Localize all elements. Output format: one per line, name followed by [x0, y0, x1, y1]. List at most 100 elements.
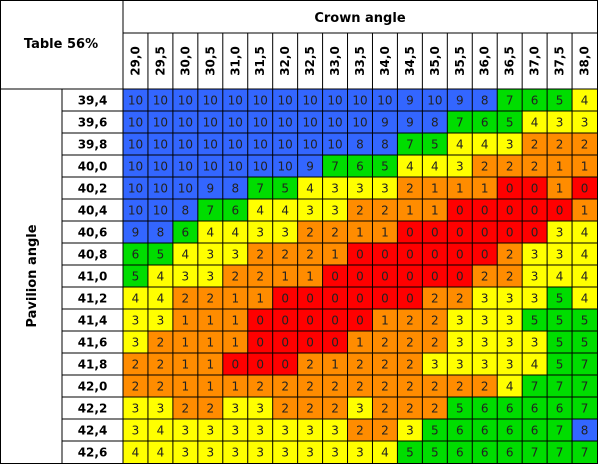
- cell-value: 4: [431, 160, 439, 174]
- heatmap-cell: [297, 243, 323, 265]
- y-tick-labels: 39,4 39,6 39,8 40,0 40,2 40,4 40,6 40,8 41,0 41,2…: [78, 94, 108, 460]
- y-tick-label: 40,0: [78, 160, 108, 174]
- heatmap-cell: [397, 375, 423, 397]
- cell-value: 3: [456, 160, 464, 174]
- heatmap-cell: [447, 243, 473, 265]
- cell-value: 7: [206, 204, 214, 218]
- cell-value: 5: [556, 314, 564, 328]
- heatmap-cell: [172, 177, 198, 199]
- y-tick-label: 40,6: [78, 226, 108, 240]
- cell-value: 10: [228, 160, 243, 174]
- cell-value: 1: [581, 160, 589, 174]
- heatmap-cell: [297, 221, 323, 243]
- heatmap-cell: [372, 309, 398, 331]
- heatmap-cell: [147, 441, 173, 463]
- heatmap-cell: [472, 375, 498, 397]
- cell-value: 0: [381, 248, 389, 262]
- cell-value: 10: [153, 94, 168, 108]
- heatmap-cell: [572, 265, 597, 287]
- heatmap-cell: [123, 265, 148, 287]
- heatmap-cell: [422, 441, 448, 463]
- cell-value: 0: [331, 314, 339, 328]
- heatmap-cell: [247, 111, 273, 133]
- cell-value: 6: [481, 116, 489, 130]
- cell-value: 0: [281, 314, 289, 328]
- heatmap-cell: [347, 331, 373, 353]
- cell-value: 9: [406, 116, 414, 130]
- cell-value: 2: [581, 138, 589, 152]
- heatmap-cell: [422, 89, 448, 111]
- cell-value: 7: [256, 182, 264, 196]
- heatmap-cell: [272, 133, 298, 155]
- heatmap-cell: [197, 89, 223, 111]
- heatmap-cell: [447, 419, 473, 441]
- cell-value: 6: [481, 446, 489, 460]
- heatmap-cell: [472, 243, 498, 265]
- cell-value: 1: [556, 182, 564, 196]
- cell-value: 2: [306, 248, 314, 262]
- cell-value: 10: [203, 138, 218, 152]
- heatmap-cell: [322, 397, 348, 419]
- heatmap-cell: [572, 177, 597, 199]
- heatmap-cell: [447, 89, 473, 111]
- heatmap-cell: [222, 397, 248, 419]
- x-tick-label: 34,0: [378, 46, 392, 76]
- heatmap-cell: [222, 89, 248, 111]
- x-tick-label: 36,0: [478, 46, 492, 76]
- heatmap-cell: [447, 441, 473, 463]
- cell-value: 2: [281, 380, 289, 394]
- y-tick-label: 41,4: [78, 314, 108, 328]
- heatmap-cell: [347, 419, 373, 441]
- heatmap-cell: [347, 397, 373, 419]
- cell-value: 0: [431, 270, 439, 284]
- cell-value: 3: [556, 116, 564, 130]
- y-tick-label: 39,4: [78, 94, 108, 108]
- cell-value: 1: [182, 358, 190, 372]
- cell-value: 0: [331, 336, 339, 350]
- heatmap-cell: [572, 199, 597, 221]
- cell-value: 0: [356, 314, 364, 328]
- heatmap-cell: [522, 243, 548, 265]
- heatmap-cell: [247, 243, 273, 265]
- x-tick-labels: 29,0 29,5 30,0 30,5 31,0 31,5 32,0 32,5 33,0 33,5…: [128, 46, 591, 76]
- cell-value: 3: [306, 424, 314, 438]
- cell-value: 6: [132, 248, 140, 262]
- heatmap-cell: [347, 111, 373, 133]
- cell-value: 2: [406, 336, 414, 350]
- cell-value: 1: [406, 204, 414, 218]
- cell-value: 5: [381, 160, 389, 174]
- cell-value: 8: [431, 116, 439, 130]
- heatmap-cell: [347, 353, 373, 375]
- cell-value: 5: [431, 424, 439, 438]
- heatmap-cell: [547, 397, 573, 419]
- cell-value: 0: [481, 204, 489, 218]
- cell-value: 3: [281, 424, 289, 438]
- heatmap-cell: [172, 265, 198, 287]
- heatmap-cell: [522, 89, 548, 111]
- cell-value: 7: [456, 116, 464, 130]
- cell-value: 3: [581, 116, 589, 130]
- y-axis-title: Pavilion angle: [25, 224, 40, 327]
- heatmap-cell: [172, 309, 198, 331]
- heatmap-cell: [422, 331, 448, 353]
- heatmap-cell: [322, 243, 348, 265]
- heatmap-cell: [272, 419, 298, 441]
- heatmap-cell: [547, 375, 573, 397]
- heatmap-cell: [572, 375, 597, 397]
- cell-value: 3: [506, 314, 514, 328]
- heatmap-cell: [572, 89, 597, 111]
- heatmap-cell: [547, 155, 573, 177]
- cell-value: 10: [178, 138, 193, 152]
- heatmap-cell: [272, 111, 298, 133]
- cell-value: 3: [331, 446, 339, 460]
- cell-value: 2: [256, 270, 264, 284]
- heatmap-cell: [547, 221, 573, 243]
- heatmap-cell: [222, 111, 248, 133]
- heatmap-cell: [197, 221, 223, 243]
- heatmap-cell: [397, 89, 423, 111]
- heatmap-cell: [372, 331, 398, 353]
- cell-value: 2: [306, 226, 314, 240]
- heatmap-cell: [272, 177, 298, 199]
- heatmap-cell: [247, 199, 273, 221]
- x-tick-label: 37,5: [553, 46, 567, 76]
